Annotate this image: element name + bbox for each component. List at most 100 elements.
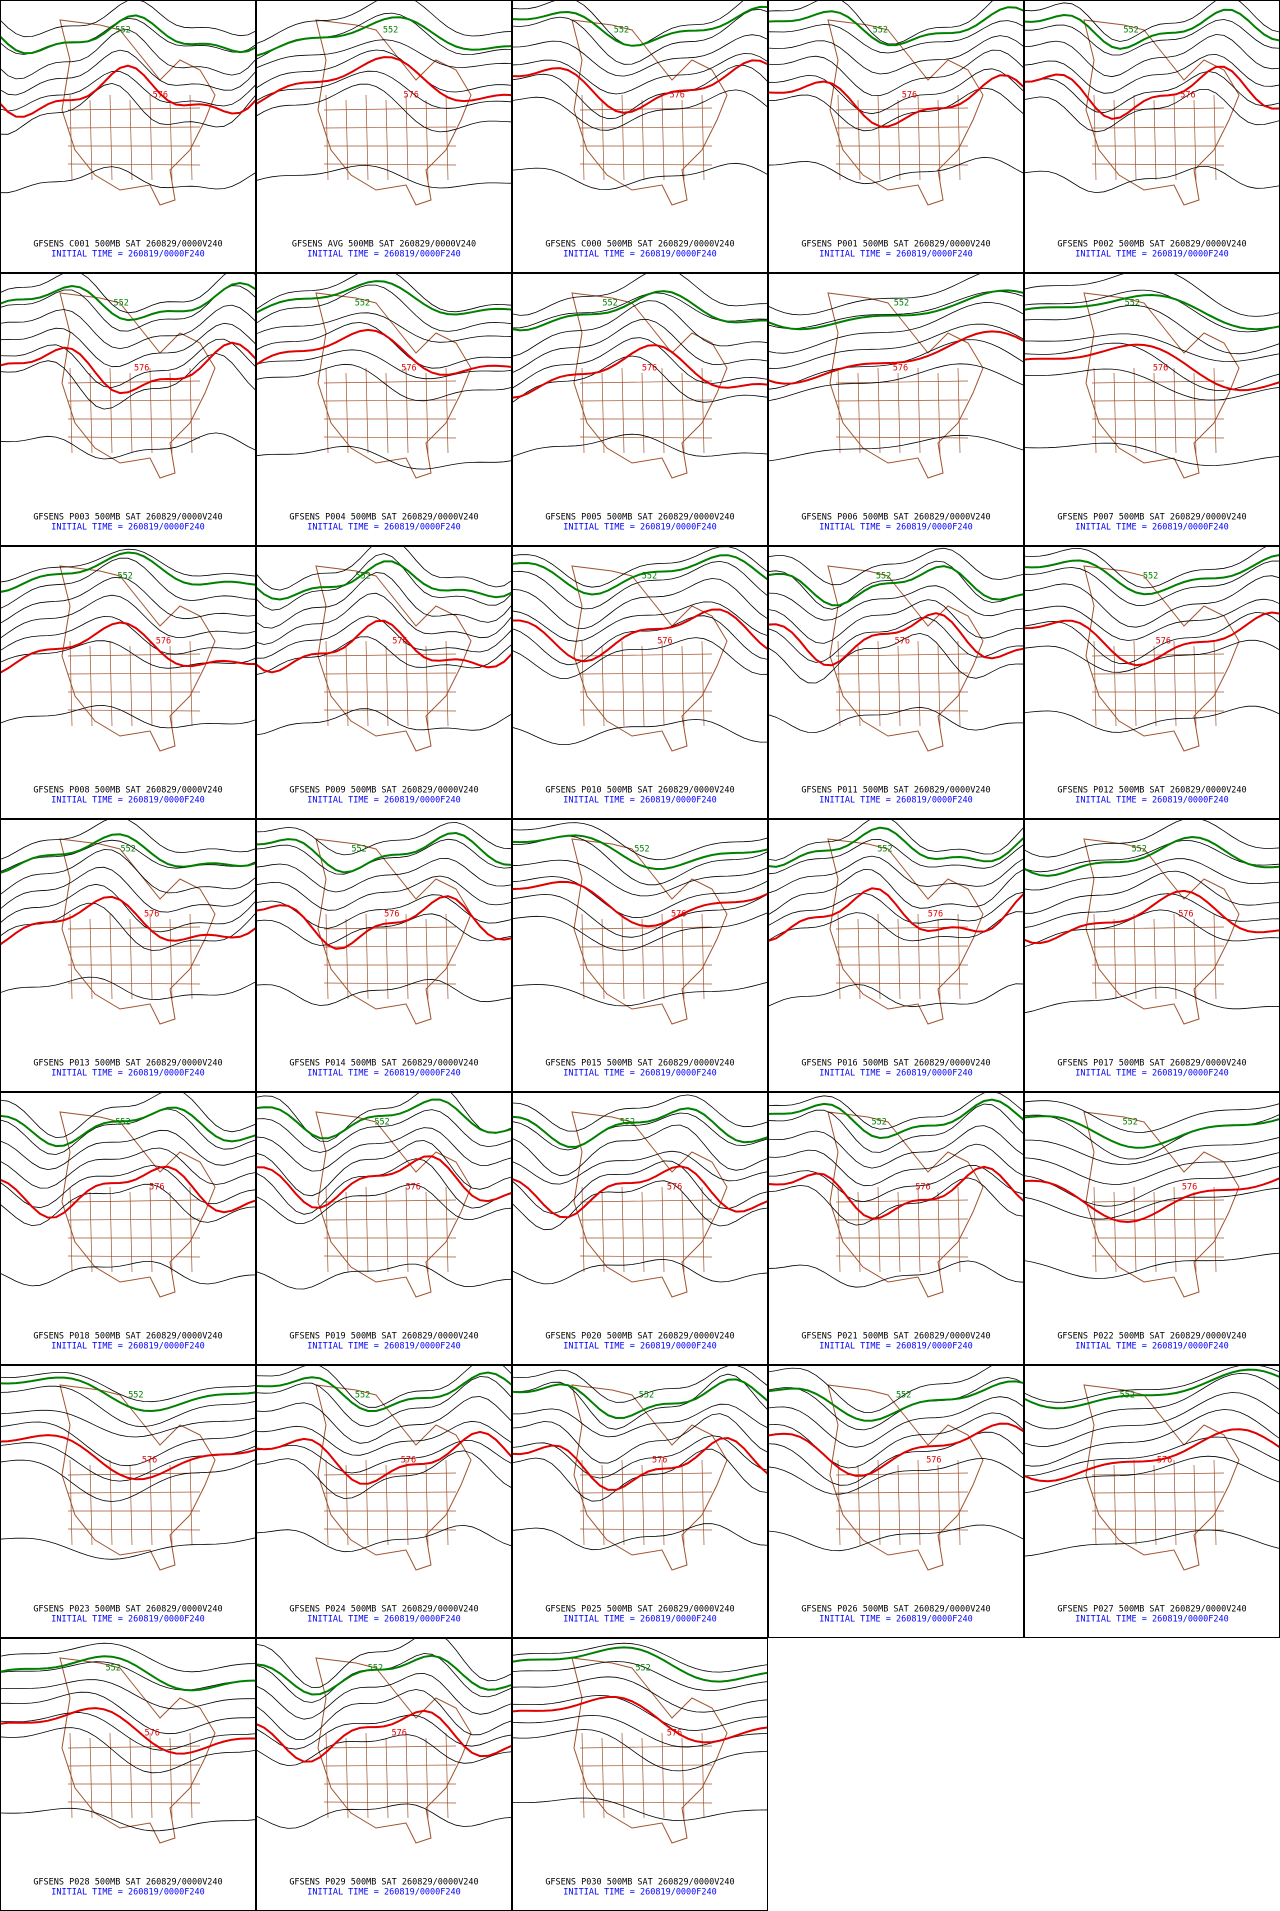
panel-title: GFSENS P001 500MB SAT 260829/0000V240 xyxy=(801,240,990,250)
state-line xyxy=(129,99,133,181)
height-contour xyxy=(1025,19,1279,56)
panel-title: GFSENS P018 500MB SAT 260829/0000V240 xyxy=(33,1332,222,1342)
height-contour xyxy=(257,1140,511,1197)
state-line xyxy=(937,918,941,1000)
contour-576 xyxy=(1,621,255,674)
state-line xyxy=(1173,1186,1177,1273)
height-contour xyxy=(257,572,511,629)
state-line xyxy=(835,1255,969,1258)
height-contour xyxy=(513,859,767,897)
state-line xyxy=(1093,1186,1097,1273)
state-line xyxy=(345,1737,349,1819)
map-area: 552 576 xyxy=(513,1366,767,1571)
map-panel: 552 576 GFSENS P009 500MB SAT 260829/0000V… xyxy=(256,546,512,819)
height-contour xyxy=(1,1727,255,1774)
map-area: 552 576 xyxy=(257,547,511,752)
state-line xyxy=(579,945,713,948)
height-contour xyxy=(1,820,255,860)
state-line xyxy=(67,1472,201,1476)
height-contour xyxy=(513,1729,767,1772)
contour-label: 552 xyxy=(873,26,888,36)
state-line xyxy=(917,367,921,454)
contour-576 xyxy=(257,328,511,376)
height-contour xyxy=(1,29,255,80)
contour-576 xyxy=(1025,889,1279,945)
height-contour xyxy=(257,615,511,659)
contour-552 xyxy=(513,834,767,871)
contour-label: 576 xyxy=(667,1729,682,1739)
coastline xyxy=(571,1657,728,1844)
state-line xyxy=(661,1186,665,1273)
map-area: 552 576 xyxy=(257,1366,511,1571)
state-line xyxy=(169,1191,173,1273)
map-area: 552 576 xyxy=(257,274,511,479)
panel-border xyxy=(768,1092,1024,1365)
contour-552 xyxy=(769,6,1023,47)
coastline xyxy=(827,1384,984,1571)
height-contour xyxy=(1025,368,1279,401)
contour-label: 552 xyxy=(383,26,398,36)
panel-title: GFSENS P015 500MB SAT 260829/0000V240 xyxy=(545,1059,734,1069)
height-contour xyxy=(769,1396,1023,1448)
contour-label: 576 xyxy=(401,364,416,374)
contour-552 xyxy=(257,16,511,57)
contour-576 xyxy=(769,74,1023,128)
contour-label: 576 xyxy=(893,364,908,374)
state-line xyxy=(323,399,457,402)
contour-label: 552 xyxy=(374,1118,389,1128)
contour-label: 576 xyxy=(384,910,399,920)
contour-label: 576 xyxy=(902,91,917,101)
state-line xyxy=(835,945,969,948)
panel-title: GFSENS P019 500MB SAT 260829/0000V240 xyxy=(289,1332,478,1342)
state-line xyxy=(641,1464,645,1546)
contour-576 xyxy=(1025,65,1279,120)
panel-border xyxy=(0,1638,256,1911)
map-area: 552 576 xyxy=(769,820,1023,1025)
panel-border xyxy=(0,273,256,546)
height-contour xyxy=(1025,1137,1279,1165)
height-contour xyxy=(1,49,255,96)
coastline xyxy=(827,292,984,479)
height-contour xyxy=(1,1385,255,1428)
height-contour xyxy=(1,1108,255,1155)
state-line xyxy=(323,982,457,985)
contour-552 xyxy=(257,1098,511,1140)
height-contour xyxy=(513,1112,767,1151)
height-contour xyxy=(513,1413,767,1464)
panel-title: GFSENS P022 500MB SAT 260829/0000V240 xyxy=(1057,1332,1246,1342)
initial-time: INITIAL TIME = 260819/0000F240 xyxy=(819,250,973,260)
state-line xyxy=(1213,94,1217,181)
lower-contour xyxy=(769,706,1023,733)
height-contour xyxy=(1025,1187,1279,1220)
state-line xyxy=(1113,99,1117,181)
state-line xyxy=(1091,1199,1225,1203)
height-contour xyxy=(1025,89,1279,133)
state-line xyxy=(385,1191,389,1273)
panel-border xyxy=(1024,1365,1280,1638)
state-line xyxy=(701,640,705,727)
lower-contour xyxy=(769,983,1023,1008)
height-contour xyxy=(1025,1366,1279,1403)
initial-time: INITIAL TIME = 260819/0000F240 xyxy=(51,1888,205,1898)
panel-title: GFSENS P026 500MB SAT 260829/0000V240 xyxy=(801,1605,990,1615)
contour-label: 576 xyxy=(149,1183,164,1193)
contour-576 xyxy=(1025,1428,1279,1483)
state-line xyxy=(579,1764,713,1767)
coastline xyxy=(571,838,728,1025)
panel-border xyxy=(256,1365,512,1638)
state-line xyxy=(579,672,713,675)
map-area: 552 576 xyxy=(513,274,767,479)
state-line xyxy=(1153,1464,1157,1546)
contour-label: 576 xyxy=(1180,91,1195,101)
state-line xyxy=(661,913,665,1000)
state-line xyxy=(1091,163,1225,166)
state-line xyxy=(1213,913,1217,1000)
lower-contour xyxy=(257,445,511,470)
state-line xyxy=(957,1186,961,1273)
map-panel: 552 576 GFSENS AVG 500MB SAT 260829/0000V2… xyxy=(256,0,512,273)
map-panel: 552 576 GFSENS P002 500MB SAT 260829/0000V… xyxy=(1024,0,1280,273)
state-line xyxy=(169,99,173,181)
state-line xyxy=(425,1191,429,1273)
map-panel: 552 576 GFSENS P006 500MB SAT 260829/0000V… xyxy=(768,273,1024,546)
state-line xyxy=(835,163,969,166)
